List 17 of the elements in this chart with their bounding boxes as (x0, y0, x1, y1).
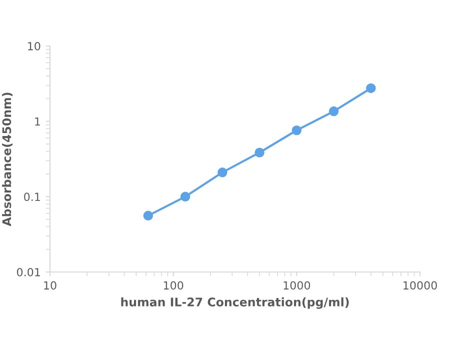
x-axis-title: human IL-27 Concentration(pg/ml) (121, 297, 349, 309)
point (254, 148, 264, 158)
x-tick-label: 10000 (404, 281, 437, 290)
y-tick-label: 10 (28, 42, 40, 50)
x-tick-label: 10 (44, 281, 56, 290)
point (218, 168, 228, 178)
point (143, 210, 154, 220)
point (366, 83, 376, 94)
y-axis-title: Absorbance(450nm) (2, 92, 13, 226)
x-tick-label: 1000 (284, 281, 310, 290)
point (292, 125, 302, 136)
y-tick-label: 0.01 (16, 268, 40, 276)
point (328, 106, 339, 116)
y-tick-label: 1 (35, 117, 40, 126)
x-tick-label: 100 (164, 281, 184, 290)
point (180, 192, 190, 202)
y-tick-label: 0.1 (24, 192, 40, 202)
